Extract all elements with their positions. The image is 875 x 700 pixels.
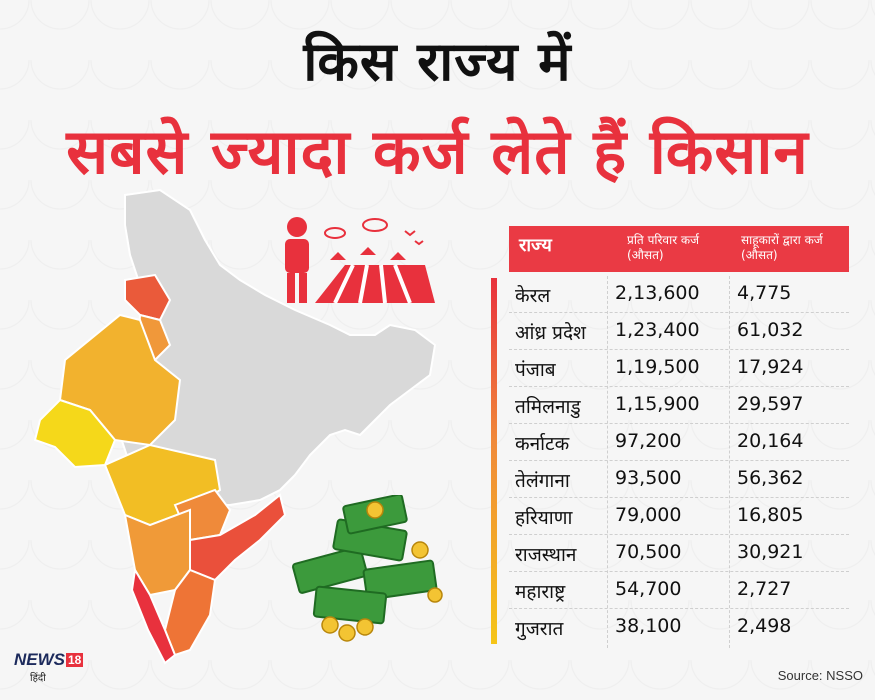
- farmer-illustration: [285, 217, 435, 304]
- cell-per-household: 1,15,900: [615, 393, 700, 415]
- header-moneylender: साहूकारों द्वारा कर्ज (औसत): [741, 233, 823, 263]
- table-row: महाराष्ट्र 54,700 2,727: [509, 572, 849, 609]
- cell-moneylender: 20,164: [737, 430, 804, 452]
- loan-table: राज्य प्रति परिवार कर्ज (औसत) साहूकारों …: [491, 226, 849, 650]
- table-row: हरियाणा 79,000 16,805: [509, 498, 849, 535]
- cell-state: आंध्र प्रदेश: [515, 322, 586, 344]
- cell-per-household: 70,500: [615, 541, 682, 563]
- header-moneylender-label: साहूकारों द्वारा कर्ज: [741, 233, 823, 247]
- table-row: पंजाब 1,19,500 17,924: [509, 350, 849, 387]
- india-map: [33, 188, 437, 665]
- source-credit: Source: NSSO: [777, 668, 863, 683]
- cell-moneylender: 17,924: [737, 356, 804, 378]
- cell-per-household: 79,000: [615, 504, 682, 526]
- map-kerala: [130, 567, 177, 665]
- news18-logo: NEWS 18 हिंदी: [14, 650, 84, 684]
- money-pile-illustration: [291, 495, 443, 642]
- logo-number: 18: [66, 653, 84, 667]
- cell-moneylender: 56,362: [737, 467, 804, 489]
- logo-language: हिंदी: [30, 673, 46, 684]
- cell-per-household: 2,13,600: [615, 282, 700, 304]
- gradient-scale-bar: [491, 278, 497, 644]
- header-per-household: प्रति परिवार कर्ज (औसत): [627, 233, 699, 263]
- cell-state: पंजाब: [515, 359, 556, 381]
- cell-per-household: 1,23,400: [615, 319, 700, 341]
- cell-state: तमिलनाडु: [515, 396, 581, 418]
- header-state: राज्य: [519, 235, 552, 256]
- cell-state: केरल: [515, 285, 551, 307]
- table-row: तमिलनाडु 1,15,900 29,597: [509, 387, 849, 424]
- header-moneylender-avg: (औसत): [741, 248, 778, 262]
- cell-moneylender: 16,805: [737, 504, 804, 526]
- table-row: आंध्र प्रदेश 1,23,400 61,032: [509, 313, 849, 350]
- cell-moneylender: 61,032: [737, 319, 804, 341]
- cell-per-household: 38,100: [615, 615, 682, 637]
- title-line-1: किस राज्य में: [303, 30, 572, 93]
- table-row: राजस्थान 70,500 30,921: [509, 535, 849, 572]
- table-row: कर्नाटक 97,200 20,164: [509, 424, 849, 461]
- header-per-household-avg: (औसत): [627, 248, 664, 262]
- cell-moneylender: 4,775: [737, 282, 792, 304]
- table-row: गुजरात 38,100 2,498: [509, 609, 849, 645]
- cell-state: तेलंगाना: [515, 470, 570, 492]
- cell-moneylender: 30,921: [737, 541, 804, 563]
- cell-per-household: 97,200: [615, 430, 682, 452]
- cell-per-household: 54,700: [615, 578, 682, 600]
- header-per-household-label: प्रति परिवार कर्ज: [627, 233, 700, 247]
- cell-state: हरियाणा: [515, 507, 573, 529]
- table-row: तेलंगाना 93,500 56,362: [509, 461, 849, 498]
- title-line-2: सबसे ज्यादा कर्ज लेते हैं किसान: [66, 115, 809, 188]
- cell-state: राजस्थान: [515, 544, 577, 566]
- column-divider: [607, 276, 608, 648]
- cell-moneylender: 2,727: [737, 578, 792, 600]
- cell-state: कर्नाटक: [515, 433, 570, 455]
- logo-brand: NEWS: [14, 650, 65, 669]
- cell-moneylender: 29,597: [737, 393, 804, 415]
- cell-state: महाराष्ट्र: [515, 581, 566, 603]
- cell-per-household: 93,500: [615, 467, 682, 489]
- cell-per-household: 1,19,500: [615, 356, 700, 378]
- column-divider: [729, 276, 730, 648]
- table-row: केरल 2,13,600 4,775: [509, 276, 849, 313]
- cell-moneylender: 2,498: [737, 615, 792, 637]
- table-header: राज्य प्रति परिवार कर्ज (औसत) साहूकारों …: [509, 226, 849, 272]
- cell-state: गुजरात: [515, 618, 564, 640]
